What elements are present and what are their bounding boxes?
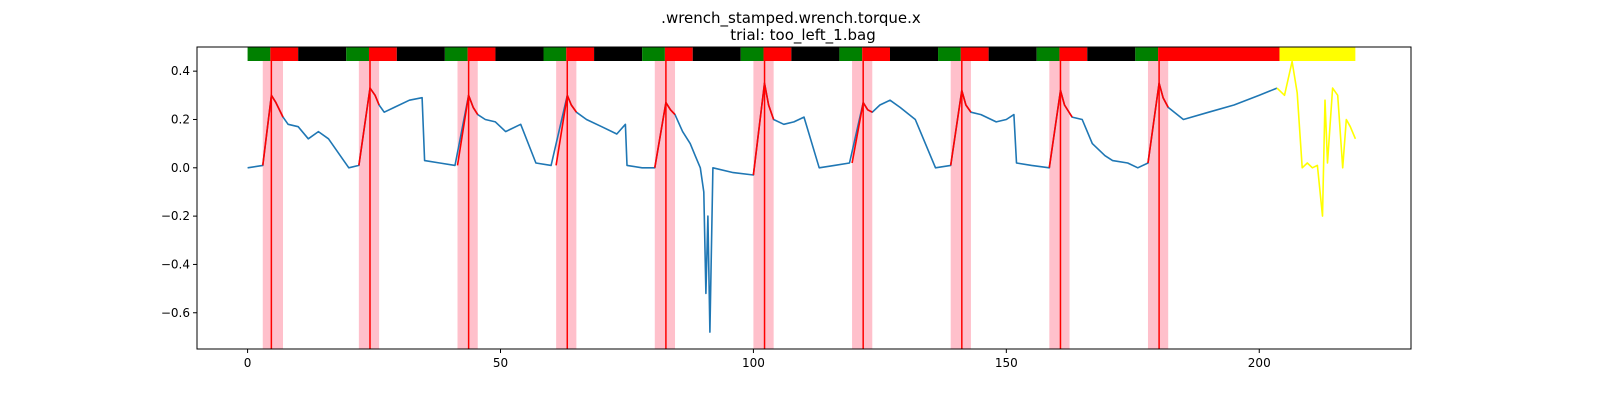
- event-band-5: [753, 61, 774, 349]
- event-band-7: [950, 61, 971, 349]
- phase-segment-23: [988, 47, 1037, 61]
- highlight-segment-1: [358, 87, 380, 166]
- phase-segment-2: [298, 47, 347, 61]
- event-band-1: [358, 61, 380, 349]
- event-lines: [270, 61, 1160, 349]
- phase-segment-13: [664, 47, 693, 61]
- phase-segment-7: [467, 47, 496, 61]
- phase-bar: [247, 47, 1356, 61]
- y-tick-label-3: 0.0: [171, 161, 190, 175]
- phase-segment-18: [839, 47, 863, 61]
- highlight-segment-5: [752, 82, 775, 176]
- phase-segment-1: [270, 47, 299, 61]
- y-tick-label-5: 0.4: [171, 64, 190, 78]
- event-band-4: [654, 61, 676, 349]
- phase-segment-9: [543, 47, 567, 61]
- x-tick-label-1: 50: [493, 356, 508, 370]
- highlight-segment-7: [949, 89, 972, 166]
- phase-segment-0: [247, 47, 271, 61]
- phase-segment-4: [368, 47, 397, 61]
- highlight-segment-3: [555, 94, 578, 166]
- y-tick-label-4: 0.2: [171, 112, 190, 126]
- phase-segment-8: [495, 47, 544, 61]
- highlight-segment-8: [1048, 89, 1073, 168]
- phase-segment-27: [1135, 47, 1159, 61]
- phase-segment-12: [642, 47, 665, 61]
- phase-segment-19: [862, 47, 890, 61]
- phase-segment-17: [791, 47, 840, 61]
- x-tick-label-2: 100: [742, 356, 765, 370]
- y-tick-label-1: −0.4: [161, 257, 190, 271]
- y-tick-label-2: −0.2: [161, 209, 190, 223]
- data-series: [247, 60, 1357, 333]
- phase-segment-14: [692, 47, 741, 61]
- event-band-8: [1049, 61, 1070, 349]
- phase-segment-29: [1279, 47, 1356, 61]
- phase-segment-21: [938, 47, 961, 61]
- x-axis: 0 50 100 150 200: [244, 349, 1271, 370]
- highlight-segment-0: [262, 94, 284, 166]
- x-tick-label-0: 0: [244, 356, 252, 370]
- phase-segment-28: [1158, 47, 1280, 61]
- x-tick-label-4: 200: [1248, 356, 1271, 370]
- phase-segment-22: [960, 47, 989, 61]
- event-band-0: [262, 61, 283, 349]
- phase-segment-10: [566, 47, 595, 61]
- phase-segment-26: [1087, 47, 1136, 61]
- phase-segment-6: [444, 47, 468, 61]
- event-band-9: [1147, 61, 1169, 349]
- x-tick-label-3: 150: [995, 356, 1018, 370]
- highlight-segment-4: [654, 101, 676, 168]
- y-tick-label-0: −0.6: [161, 306, 190, 320]
- highlight-segment-6: [851, 101, 873, 164]
- series-line-2: [1276, 60, 1357, 217]
- highlight-segment-2: [456, 94, 479, 166]
- y-axis: −0.6 −0.4 −0.2 0.0 0.2 0.4: [161, 64, 197, 320]
- highlight-segment-9: [1147, 82, 1169, 164]
- event-bands: [262, 61, 1169, 349]
- phase-segment-3: [346, 47, 369, 61]
- phase-segment-5: [396, 47, 445, 61]
- phase-segment-16: [763, 47, 792, 61]
- chart-subtitle: trial: too_left_1.bag: [730, 26, 875, 45]
- plot-area-frame: [196, 46, 1412, 350]
- phase-segment-25: [1059, 47, 1088, 61]
- chart-title: .wrench_stamped.wrench.torque.x: [661, 9, 921, 28]
- phase-segment-20: [889, 47, 939, 61]
- phase-segment-24: [1036, 47, 1060, 61]
- phase-segment-11: [594, 47, 643, 61]
- phase-segment-15: [740, 47, 764, 61]
